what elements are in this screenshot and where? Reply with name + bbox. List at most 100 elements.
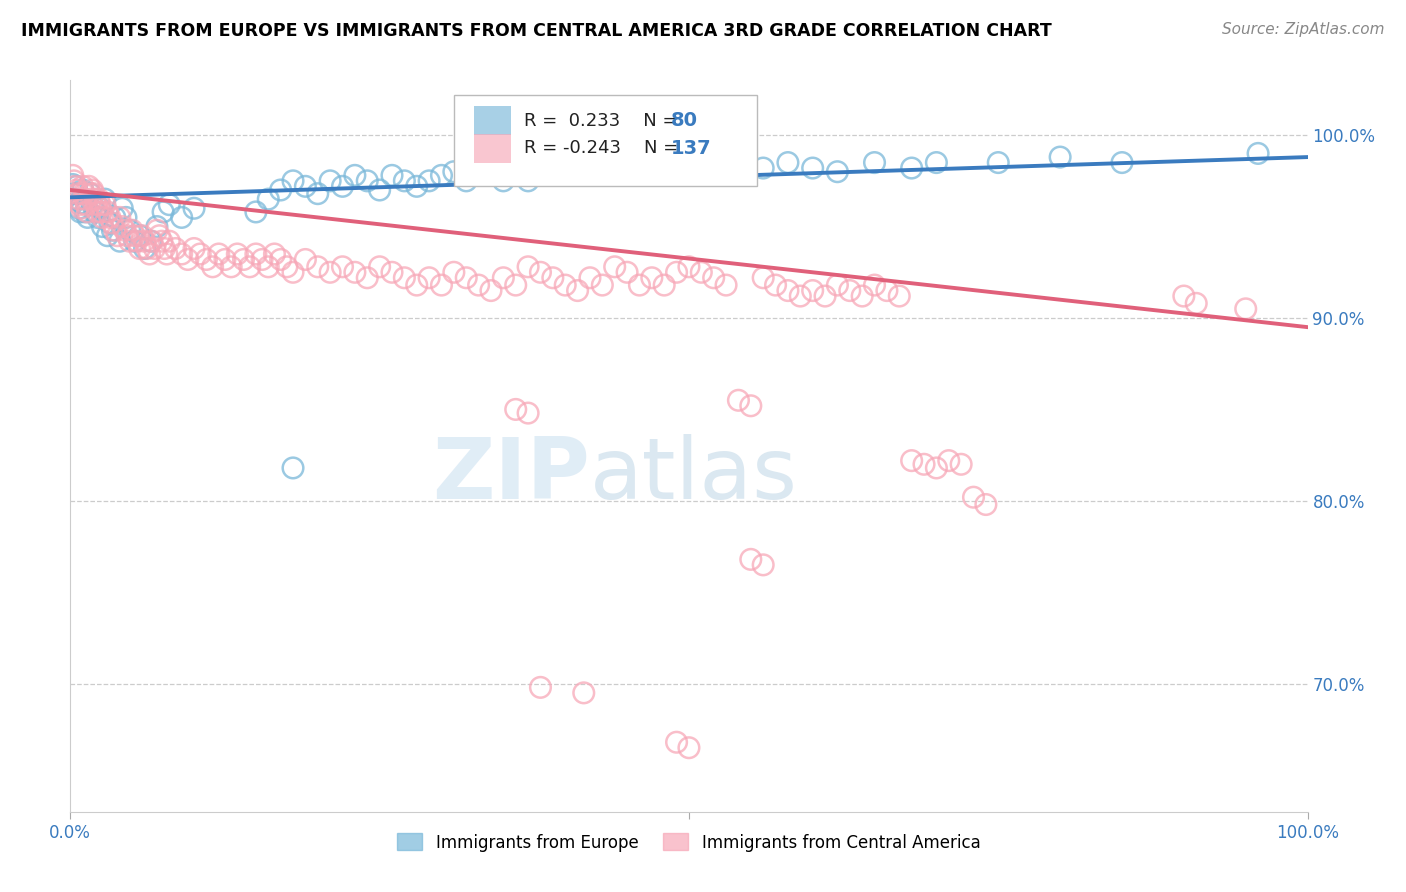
Point xyxy=(118,223,141,237)
Point xyxy=(245,205,267,219)
Point xyxy=(690,265,713,279)
Point xyxy=(67,201,90,215)
Point xyxy=(69,197,91,211)
Point xyxy=(276,260,298,274)
Point xyxy=(641,270,664,285)
Point xyxy=(356,174,378,188)
Point xyxy=(94,197,117,211)
Point xyxy=(776,284,799,298)
Point xyxy=(75,192,97,206)
Point xyxy=(98,216,121,230)
Point xyxy=(343,265,366,279)
Point xyxy=(492,174,515,188)
Point xyxy=(62,169,84,183)
Point xyxy=(776,155,799,169)
Point xyxy=(115,228,138,243)
Point xyxy=(405,278,427,293)
Text: IMMIGRANTS FROM EUROPE VS IMMIGRANTS FROM CENTRAL AMERICA 3RD GRADE CORRELATION : IMMIGRANTS FROM EUROPE VS IMMIGRANTS FRO… xyxy=(21,22,1052,40)
Point xyxy=(245,247,267,261)
Point xyxy=(307,186,329,201)
Point xyxy=(226,247,249,261)
Point xyxy=(443,265,465,279)
Point xyxy=(443,164,465,178)
Point xyxy=(77,179,100,194)
Text: 80: 80 xyxy=(671,111,697,130)
Point xyxy=(529,164,551,178)
Point xyxy=(127,234,149,248)
Point xyxy=(950,458,973,472)
Point xyxy=(479,284,502,298)
Point xyxy=(827,164,849,178)
Point xyxy=(765,278,787,293)
Point xyxy=(128,228,150,243)
Point xyxy=(239,260,262,274)
Point xyxy=(678,740,700,755)
Point xyxy=(838,284,860,298)
Point xyxy=(63,186,86,201)
Point xyxy=(263,247,285,261)
Point xyxy=(430,278,453,293)
Point xyxy=(114,223,136,237)
Point xyxy=(603,169,626,183)
Point xyxy=(72,183,94,197)
Point xyxy=(505,278,527,293)
Point xyxy=(65,179,87,194)
Point xyxy=(270,252,292,267)
Point xyxy=(124,234,146,248)
Point xyxy=(146,219,169,234)
Point xyxy=(67,192,90,206)
Point xyxy=(89,201,111,215)
Point xyxy=(84,192,107,206)
Point xyxy=(76,205,98,219)
Point xyxy=(82,183,104,197)
Point xyxy=(281,265,304,279)
Point xyxy=(900,453,922,467)
Point xyxy=(752,558,775,572)
Point xyxy=(65,192,87,206)
Point xyxy=(938,453,960,467)
Point xyxy=(94,192,117,206)
Point xyxy=(814,289,837,303)
Point xyxy=(73,186,96,201)
Point xyxy=(83,186,105,201)
Point xyxy=(517,260,540,274)
Point xyxy=(319,265,342,279)
Point xyxy=(356,270,378,285)
Point xyxy=(91,211,114,225)
Point xyxy=(889,289,911,303)
Point xyxy=(652,278,675,293)
Point xyxy=(727,393,749,408)
Point xyxy=(912,458,935,472)
Point xyxy=(148,228,170,243)
Point xyxy=(987,155,1010,169)
Point xyxy=(517,174,540,188)
Point xyxy=(572,686,595,700)
Point xyxy=(418,174,440,188)
Point xyxy=(131,228,153,243)
Point xyxy=(141,234,163,248)
Point xyxy=(740,552,762,566)
Point xyxy=(183,201,205,215)
Point xyxy=(851,289,873,303)
Text: atlas: atlas xyxy=(591,434,799,516)
Point xyxy=(554,278,576,293)
Point xyxy=(118,234,141,248)
Point xyxy=(115,211,138,225)
Point xyxy=(250,252,273,267)
Point xyxy=(139,234,162,248)
Point xyxy=(616,265,638,279)
Point xyxy=(456,174,478,188)
Text: R =  0.233    N =: R = 0.233 N = xyxy=(524,112,683,129)
Point xyxy=(603,260,626,274)
Point xyxy=(1234,301,1257,316)
Point xyxy=(70,201,93,215)
Point xyxy=(143,242,166,256)
Point xyxy=(165,242,187,256)
Point xyxy=(70,195,93,210)
Point xyxy=(405,179,427,194)
Point xyxy=(789,289,811,303)
Point xyxy=(962,490,984,504)
Point xyxy=(827,278,849,293)
Point xyxy=(752,270,775,285)
Point xyxy=(84,197,107,211)
